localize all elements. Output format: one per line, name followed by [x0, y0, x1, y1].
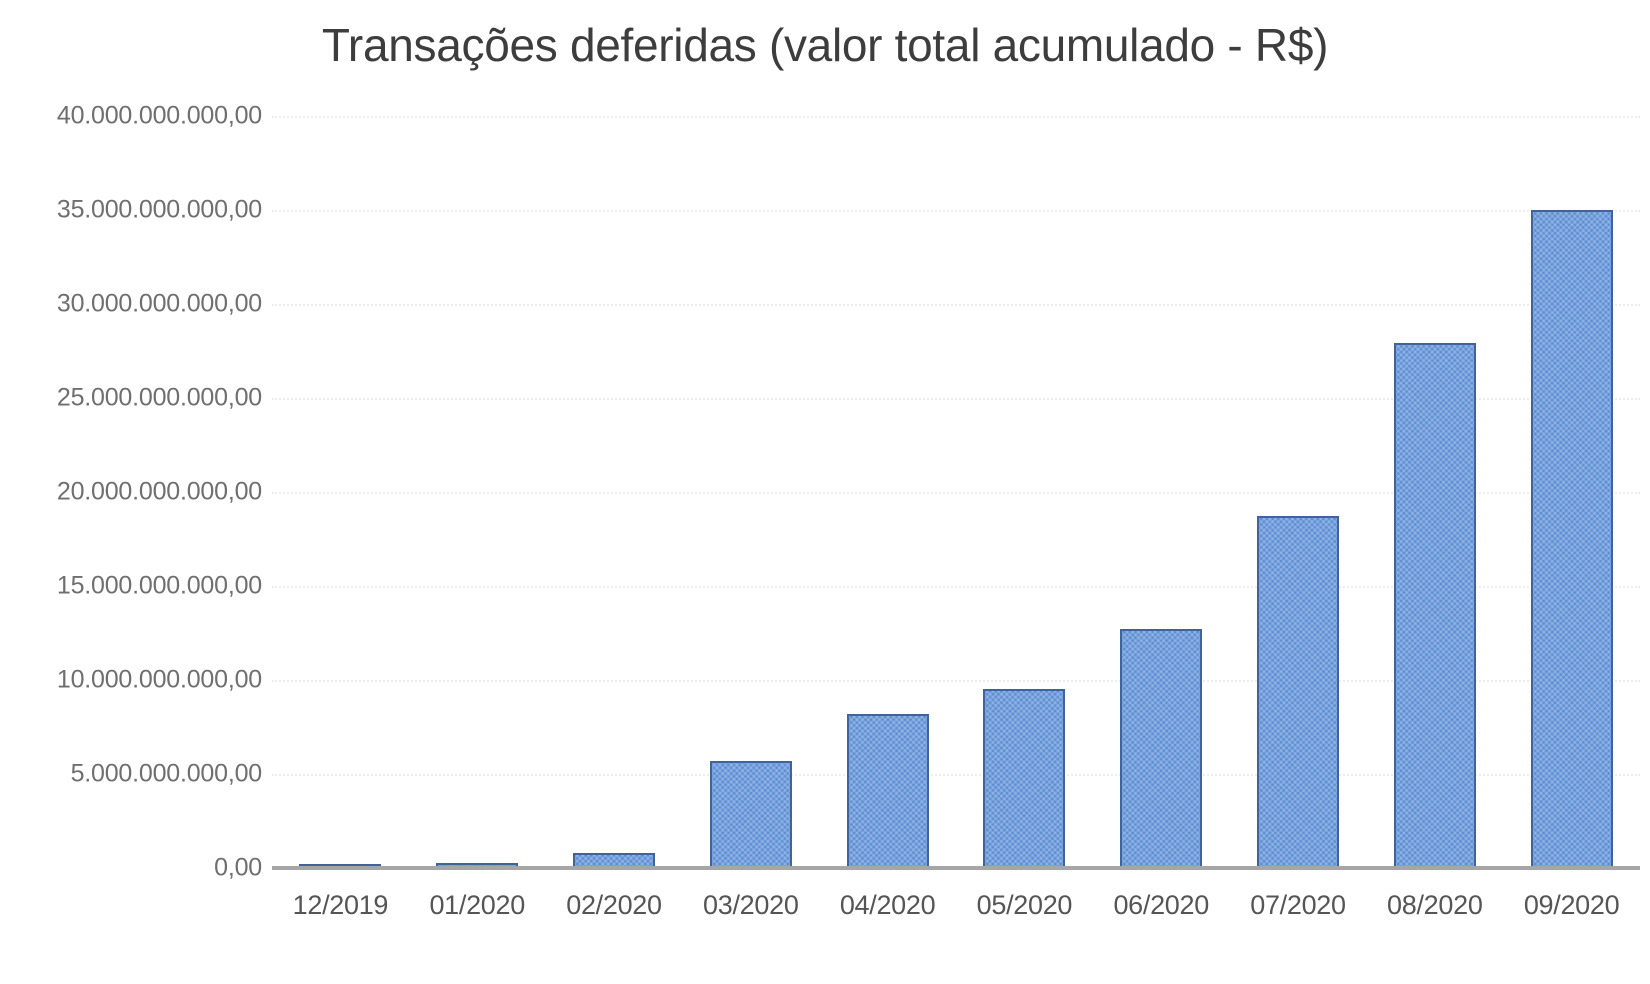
- y-axis-tick-label: 10.000.000.000,00: [56, 665, 262, 694]
- y-axis-tick-label: 30.000.000.000,00: [56, 289, 262, 318]
- gridline: [272, 492, 1640, 494]
- bar[interactable]: [983, 689, 1066, 868]
- gridline: [272, 774, 1640, 776]
- bar[interactable]: [1393, 343, 1476, 868]
- x-axis-tick-label: 05/2020: [976, 890, 1073, 920]
- y-axis-tick-label: 40.000.000.000,00: [56, 101, 262, 130]
- bar-slot: [1503, 116, 1640, 868]
- x-axis-tick-label: 04/2020: [839, 890, 936, 920]
- bar-slot: [546, 116, 683, 868]
- chart-title: Transações deferidas (valor total acumul…: [321, 19, 1329, 71]
- bar-slot: [1230, 116, 1367, 868]
- gridline: [272, 586, 1640, 588]
- x-axis-tick-label: 12/2019: [292, 890, 389, 920]
- y-axis-tick-label: 35.000.000.000,00: [56, 195, 262, 224]
- x-axis-tick-label: 09/2020: [1523, 890, 1620, 920]
- x-axis-tick-label: 08/2020: [1387, 890, 1483, 920]
- bar-slot: [956, 116, 1093, 868]
- bar-slot: [1093, 116, 1230, 868]
- y-axis-tick-label: 25.000.000.000,00: [56, 383, 262, 412]
- x-axis-tick-label: 03/2020: [703, 890, 799, 920]
- x-axis-tick-label: 02/2020: [566, 890, 662, 920]
- x-axis-tick-label: 06/2020: [1113, 890, 1209, 920]
- bar-slot: [819, 116, 956, 868]
- gridline: [272, 210, 1640, 212]
- bar[interactable]: [1256, 516, 1339, 868]
- gridline: [272, 398, 1640, 400]
- bar-slot: [682, 116, 819, 868]
- bar-slot: [1366, 116, 1503, 868]
- y-axis-tick-label: 0,00: [214, 853, 262, 882]
- bar[interactable]: [1120, 629, 1203, 868]
- gridline: [272, 304, 1640, 306]
- x-axis-tick-label: 01/2020: [429, 890, 525, 920]
- bar[interactable]: [846, 713, 929, 868]
- bar-slot: [272, 116, 409, 868]
- bar-slot: [409, 116, 546, 868]
- x-axis-tick-label: 07/2020: [1250, 890, 1346, 920]
- y-axis-tick-label: 15.000.000.000,00: [56, 571, 262, 600]
- plot-area: [272, 116, 1640, 868]
- bar[interactable]: [709, 760, 792, 868]
- gridline: [272, 116, 1640, 118]
- y-axis-tick-label: 20.000.000.000,00: [56, 477, 262, 506]
- gridline: [272, 680, 1640, 682]
- x-axis-line: [272, 866, 1640, 870]
- y-axis-tick-label: 5.000.000.000,00: [70, 759, 263, 788]
- bar[interactable]: [1530, 210, 1613, 868]
